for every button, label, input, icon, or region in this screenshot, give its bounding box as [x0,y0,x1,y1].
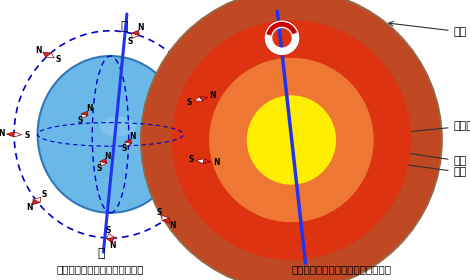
Text: N: N [129,132,136,141]
Polygon shape [196,159,204,164]
Polygon shape [162,218,170,223]
Text: 南: 南 [97,247,105,260]
Text: S: S [55,55,61,64]
Text: N: N [35,46,42,55]
Text: 外核: 外核 [353,156,467,177]
Polygon shape [203,159,211,164]
Ellipse shape [141,0,442,280]
Text: 鉄の中心核が回転して磁石ができる: 鉄の中心核が回転して磁石ができる [291,264,392,274]
Polygon shape [81,114,88,118]
Text: 内核: 内核 [313,138,467,166]
Text: S: S [97,164,102,173]
Text: N: N [86,104,93,113]
Polygon shape [100,159,107,163]
Polygon shape [125,139,132,144]
Polygon shape [100,162,107,166]
Text: S: S [157,208,162,217]
Polygon shape [132,33,139,38]
Polygon shape [46,53,54,58]
Text: S: S [127,37,133,46]
Text: S: S [188,155,194,164]
Ellipse shape [100,117,136,136]
Text: S: S [24,130,30,139]
Text: N: N [104,152,110,161]
Polygon shape [125,142,132,146]
Polygon shape [43,52,51,57]
Polygon shape [194,97,203,101]
Polygon shape [33,197,41,202]
Text: N: N [0,129,5,138]
Text: N: N [169,221,175,230]
Text: 地球は大きな磁石になっている: 地球は大きな磁石になっている [56,264,144,274]
Text: S: S [106,226,111,235]
Polygon shape [7,132,15,137]
Text: S: S [187,98,192,107]
Text: S: S [77,116,83,125]
Text: 地殼: 地殼 [389,22,467,37]
Text: マントル: マントル [385,121,470,136]
Polygon shape [81,111,88,116]
Text: N: N [209,91,216,100]
Ellipse shape [38,56,183,213]
Polygon shape [106,234,115,239]
Polygon shape [199,97,208,101]
Polygon shape [32,200,40,205]
Ellipse shape [172,20,411,260]
Text: N: N [110,241,116,250]
Ellipse shape [247,95,336,185]
Polygon shape [132,30,139,35]
Polygon shape [14,132,22,137]
Polygon shape [106,237,115,242]
Ellipse shape [209,58,374,222]
Text: N: N [26,203,32,212]
Text: 北: 北 [121,20,128,33]
Text: N: N [138,23,144,32]
Text: N: N [213,158,219,167]
Text: S: S [41,190,47,199]
Text: S: S [121,144,127,153]
Polygon shape [162,215,169,221]
